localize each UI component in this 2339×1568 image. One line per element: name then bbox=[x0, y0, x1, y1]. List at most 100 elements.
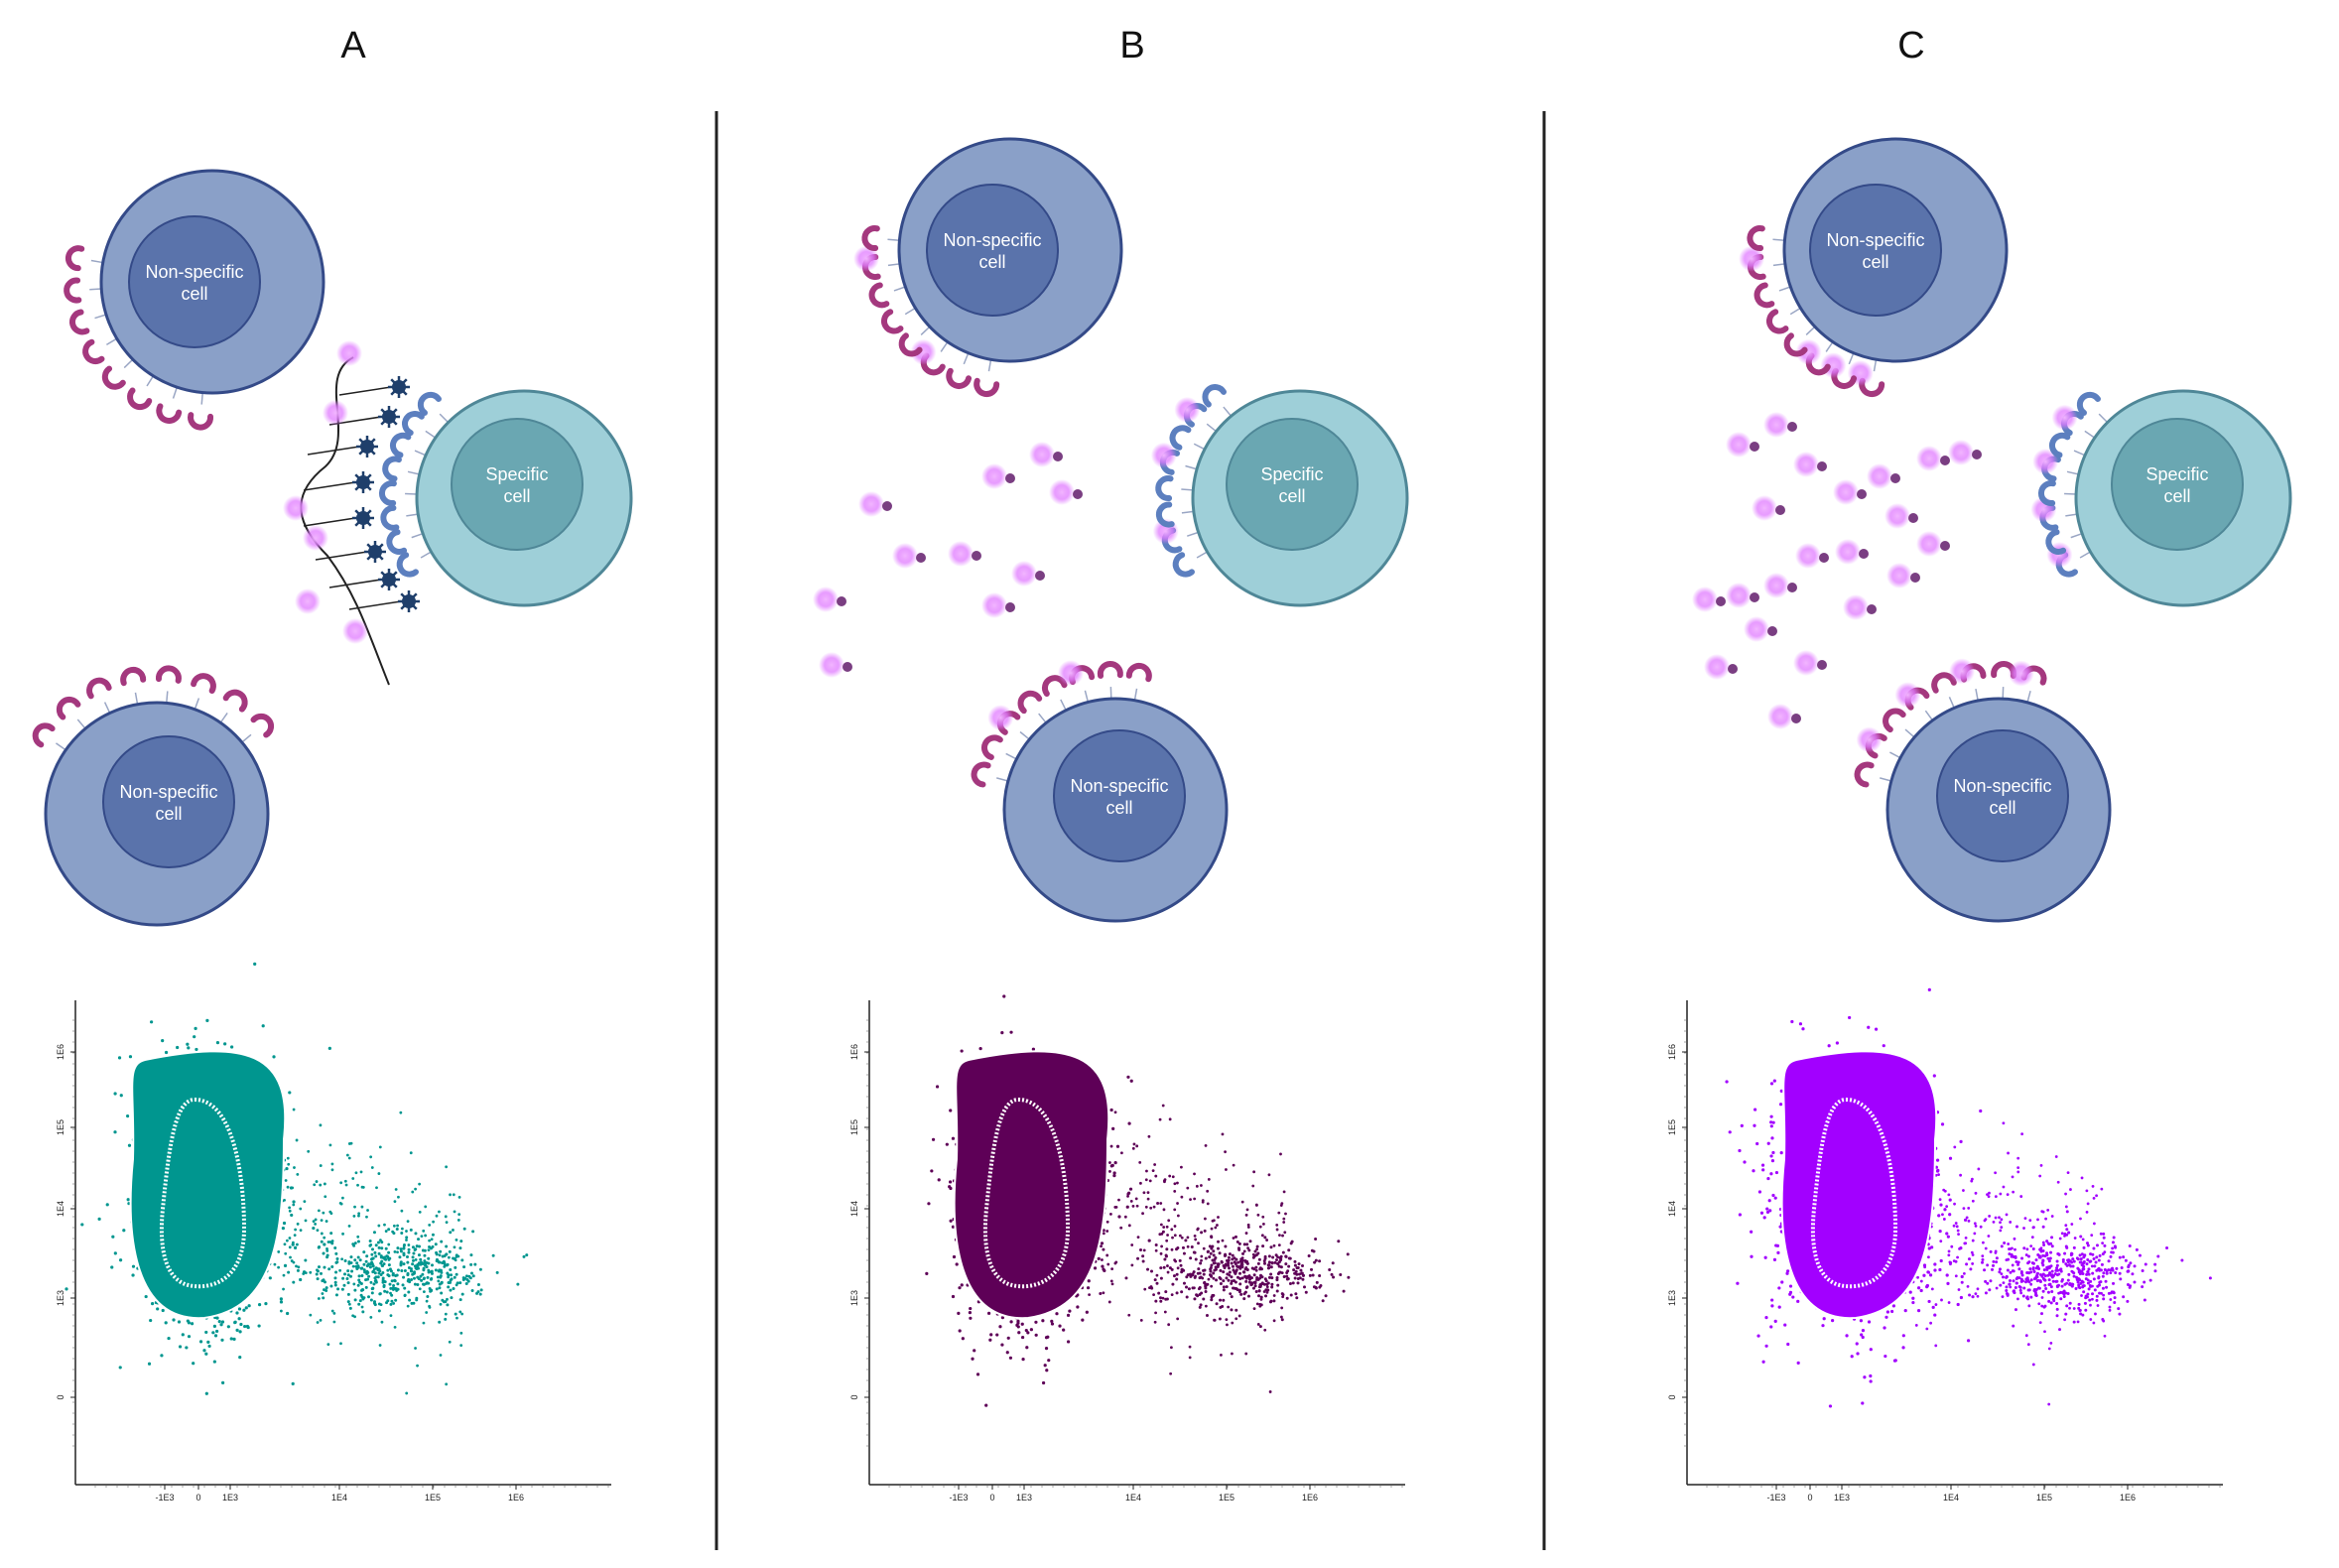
bead-tag-icon bbox=[1867, 604, 1877, 614]
scatter-point bbox=[449, 1193, 452, 1197]
scatter-point bbox=[1201, 1276, 1205, 1280]
scatter-point bbox=[329, 1284, 333, 1288]
virus-particle-icon bbox=[378, 406, 400, 428]
scatter-point bbox=[1231, 1264, 1234, 1268]
scatter-point bbox=[288, 1245, 292, 1249]
scatter-point bbox=[283, 1242, 287, 1246]
scatter-point bbox=[359, 1266, 363, 1270]
scatter-point bbox=[370, 1291, 374, 1295]
scatter-point bbox=[1272, 1294, 1276, 1297]
scatter-point bbox=[1285, 1274, 1289, 1278]
glowing-bead-icon bbox=[1856, 726, 1883, 753]
scatter-point bbox=[291, 1241, 295, 1244]
scatter-point bbox=[410, 1277, 414, 1281]
receptor-stalk bbox=[1196, 551, 1208, 559]
scatter-point bbox=[318, 1245, 322, 1249]
scatter-point bbox=[1168, 1117, 1172, 1121]
scatter-point bbox=[242, 1308, 246, 1312]
scatter-point bbox=[1240, 1200, 1244, 1204]
scatter-point bbox=[1269, 1265, 1273, 1269]
scatter-point bbox=[177, 1320, 182, 1324]
glowing-bead-icon bbox=[1833, 479, 1859, 505]
scatter-point bbox=[394, 1188, 398, 1191]
scatter-point bbox=[1822, 1317, 1826, 1321]
scatter-point bbox=[1131, 1146, 1135, 1150]
scatter-point bbox=[1725, 1080, 1729, 1084]
scatter-point bbox=[1150, 1269, 1154, 1273]
y-tick-label: 1E6 bbox=[849, 1044, 859, 1060]
scatter-point bbox=[356, 1235, 360, 1239]
scatter-point bbox=[995, 1333, 999, 1337]
x-tick-label: 1E6 bbox=[2120, 1493, 2136, 1503]
scatter-point bbox=[370, 1166, 374, 1169]
scatter-point bbox=[393, 1200, 397, 1204]
virus-particle-icon bbox=[352, 471, 374, 493]
scatter-point bbox=[356, 1283, 360, 1287]
scatter-point bbox=[221, 1380, 225, 1384]
scatter-point bbox=[444, 1317, 448, 1321]
scatter-point bbox=[206, 1340, 210, 1344]
panel-c-nonspecific-bottom-label: Non-specific bbox=[1953, 776, 2051, 796]
scatter-point bbox=[454, 1312, 457, 1316]
scatter-point bbox=[1231, 1253, 1234, 1257]
glowing-bead-icon bbox=[1793, 650, 1819, 676]
scatter-point bbox=[425, 1299, 429, 1303]
scatter-point bbox=[379, 1303, 383, 1307]
scatter-point bbox=[1237, 1247, 1241, 1251]
scatter-point bbox=[316, 1268, 319, 1272]
scatter-point bbox=[401, 1283, 405, 1287]
scatter-point bbox=[459, 1240, 463, 1243]
y-shaped-receptor-icon bbox=[1854, 761, 1875, 788]
scatter-point bbox=[257, 1303, 262, 1307]
scatter-point bbox=[975, 1372, 980, 1376]
scatter-point bbox=[438, 1286, 442, 1290]
scatter-point bbox=[1119, 1226, 1123, 1230]
y-shaped-receptor-icon bbox=[2076, 391, 2101, 416]
scatter-point bbox=[371, 1287, 375, 1291]
scatter-point bbox=[1189, 1272, 1192, 1276]
scatter-point bbox=[458, 1281, 462, 1285]
scatter-point bbox=[212, 1360, 216, 1364]
scatter-point bbox=[291, 1186, 295, 1190]
scatter-point bbox=[1021, 1358, 1025, 1362]
glowing-bead-icon bbox=[303, 525, 328, 551]
scatter-point bbox=[1182, 1281, 1186, 1285]
scatter-point bbox=[362, 1268, 366, 1272]
scatter-point bbox=[1211, 1258, 1215, 1262]
scatter-point bbox=[1180, 1165, 1183, 1169]
scatter-point bbox=[418, 1182, 422, 1186]
scatter-point bbox=[395, 1289, 399, 1292]
scatter-point bbox=[1200, 1258, 1203, 1262]
panel-a-nonspecific-bottom-inner bbox=[102, 735, 235, 868]
scatter-point bbox=[1102, 1232, 1105, 1236]
receptor-stalk bbox=[1975, 689, 1979, 702]
scatter-point bbox=[1196, 1228, 1200, 1232]
scatter-point bbox=[1105, 1230, 1109, 1233]
scatter-point bbox=[1267, 1173, 1271, 1177]
scatter-point bbox=[1251, 1252, 1255, 1256]
y-shaped-receptor-icon bbox=[1172, 552, 1195, 578]
scatter-point bbox=[1240, 1265, 1244, 1269]
scatter-point bbox=[302, 1272, 306, 1275]
scatter-point bbox=[411, 1190, 415, 1194]
scatter-point bbox=[376, 1275, 380, 1279]
scatter-point bbox=[395, 1273, 399, 1277]
scatter-point bbox=[1108, 1161, 1111, 1164]
receptor-stalk bbox=[2079, 551, 2091, 559]
scatter-point bbox=[400, 1269, 404, 1273]
virus-tether bbox=[303, 517, 356, 527]
receptor-stalk bbox=[1924, 710, 1934, 721]
scatter-point bbox=[1283, 1231, 1287, 1235]
scatter-point bbox=[1238, 1271, 1242, 1275]
scatter-point bbox=[389, 1302, 393, 1306]
receptor-stalk bbox=[1805, 326, 1816, 336]
scatter-point bbox=[1163, 1179, 1166, 1183]
scatter-point bbox=[464, 1282, 468, 1286]
scatter-point bbox=[951, 1294, 956, 1299]
scatter-point bbox=[277, 1265, 281, 1269]
scatter-point bbox=[1114, 1205, 1118, 1209]
scatter-point bbox=[418, 1244, 422, 1248]
scatter-point bbox=[462, 1227, 466, 1231]
y-shaped-receptor-icon bbox=[1766, 309, 1789, 334]
